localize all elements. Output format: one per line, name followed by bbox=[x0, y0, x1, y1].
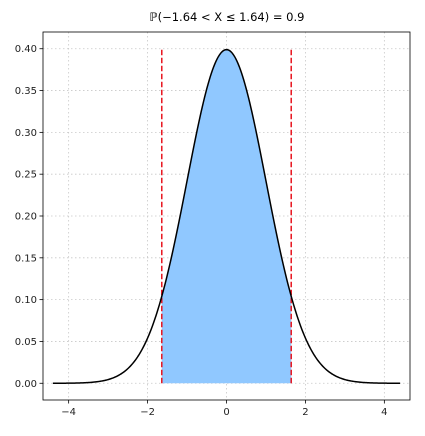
y-tick-label: 0.20 bbox=[15, 212, 37, 223]
y-tick-label: 0.10 bbox=[15, 295, 37, 306]
x-tick-label: 2 bbox=[302, 407, 308, 418]
y-tick-label: 0.30 bbox=[15, 128, 37, 139]
grid-lines bbox=[43, 32, 410, 400]
y-tick-label: 0.40 bbox=[15, 44, 37, 55]
y-axis: 0.00 0.05 0.10 0.15 0.20 0.25 0.30 0.35 0.40 bbox=[15, 44, 43, 390]
y-tick-label: 0.05 bbox=[15, 337, 37, 348]
y-tick-label: 0.00 bbox=[15, 379, 37, 390]
x-axis: −4 −2 0 2 4 bbox=[61, 400, 388, 418]
x-tick-label: −2 bbox=[140, 407, 155, 418]
chart-title: ℙ(−1.64 < X ≤ 1.64) = 0.9 bbox=[150, 10, 305, 24]
y-tick-label: 0.25 bbox=[15, 170, 37, 181]
x-tick-label: −4 bbox=[61, 407, 76, 418]
pdf-curve bbox=[52, 48, 401, 384]
y-tick-label: 0.15 bbox=[15, 253, 37, 264]
shaded-region-group bbox=[161, 49, 292, 384]
x-tick-label: 4 bbox=[381, 407, 387, 418]
x-tick-label: 0 bbox=[223, 407, 229, 418]
curve-group bbox=[52, 48, 401, 384]
y-tick-label: 0.35 bbox=[15, 86, 37, 97]
shaded-probability-region bbox=[161, 49, 292, 384]
